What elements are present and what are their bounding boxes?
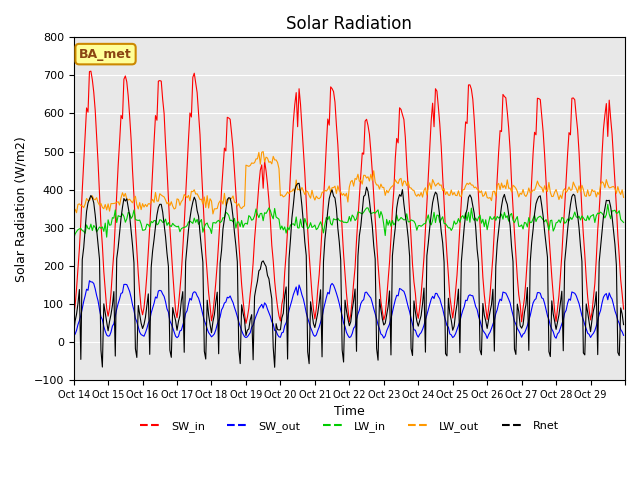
SW_out bbox=[483, 336, 491, 341]
Title: Solar Radiation: Solar Radiation bbox=[286, 15, 412, 33]
SW_out bbox=[107, 329, 115, 335]
LW_out bbox=[259, 149, 267, 155]
Legend: SW_in, SW_out, LW_in, LW_out, Rnet: SW_in, SW_out, LW_in, LW_out, Rnet bbox=[136, 416, 563, 436]
SW_out bbox=[620, 333, 627, 338]
LW_in bbox=[620, 219, 627, 225]
LW_out bbox=[618, 187, 626, 192]
LW_out bbox=[356, 179, 364, 184]
LW_out bbox=[465, 181, 472, 187]
LW_in bbox=[604, 202, 612, 207]
SW_in bbox=[70, 313, 77, 319]
Y-axis label: Solar Radiation (W/m2): Solar Radiation (W/m2) bbox=[15, 136, 28, 282]
Line: Rnet: Rnet bbox=[74, 183, 623, 367]
SW_in bbox=[465, 82, 472, 88]
LW_in bbox=[543, 221, 551, 227]
Rnet bbox=[271, 364, 278, 370]
SW_out bbox=[90, 281, 97, 287]
Rnet bbox=[465, 194, 472, 200]
LW_out bbox=[547, 190, 554, 195]
Line: SW_out: SW_out bbox=[74, 281, 623, 338]
LW_out bbox=[88, 193, 96, 199]
LW_out bbox=[106, 208, 113, 214]
SW_out bbox=[70, 333, 77, 339]
Rnet bbox=[106, 319, 113, 324]
Line: LW_in: LW_in bbox=[74, 204, 623, 239]
LW_in bbox=[70, 236, 77, 241]
Rnet bbox=[70, 330, 77, 336]
SW_in bbox=[618, 291, 626, 297]
SW_out bbox=[86, 278, 93, 284]
LW_out bbox=[209, 211, 217, 217]
Line: LW_out: LW_out bbox=[74, 152, 623, 214]
SW_in bbox=[620, 306, 627, 312]
SW_out bbox=[463, 298, 471, 303]
SW_in bbox=[87, 68, 95, 74]
SW_out bbox=[547, 323, 554, 328]
LW_out bbox=[620, 194, 627, 200]
Rnet bbox=[620, 322, 627, 327]
Rnet bbox=[618, 311, 626, 317]
Text: BA_met: BA_met bbox=[79, 48, 132, 60]
LW_in bbox=[462, 210, 470, 216]
SW_in bbox=[90, 89, 97, 95]
SW_in bbox=[107, 290, 115, 296]
Rnet bbox=[88, 195, 96, 201]
LW_in bbox=[106, 222, 113, 228]
LW_in bbox=[88, 228, 96, 233]
Line: SW_in: SW_in bbox=[74, 71, 623, 324]
Rnet bbox=[356, 233, 364, 239]
SW_in bbox=[547, 253, 554, 259]
SW_in bbox=[242, 321, 250, 326]
LW_in bbox=[353, 216, 360, 222]
LW_in bbox=[617, 216, 625, 222]
SW_in bbox=[356, 193, 364, 199]
LW_out bbox=[70, 208, 77, 214]
SW_out bbox=[354, 311, 362, 317]
Rnet bbox=[547, 354, 554, 360]
X-axis label: Time: Time bbox=[334, 405, 365, 418]
Rnet bbox=[295, 180, 303, 186]
SW_out bbox=[618, 329, 626, 335]
